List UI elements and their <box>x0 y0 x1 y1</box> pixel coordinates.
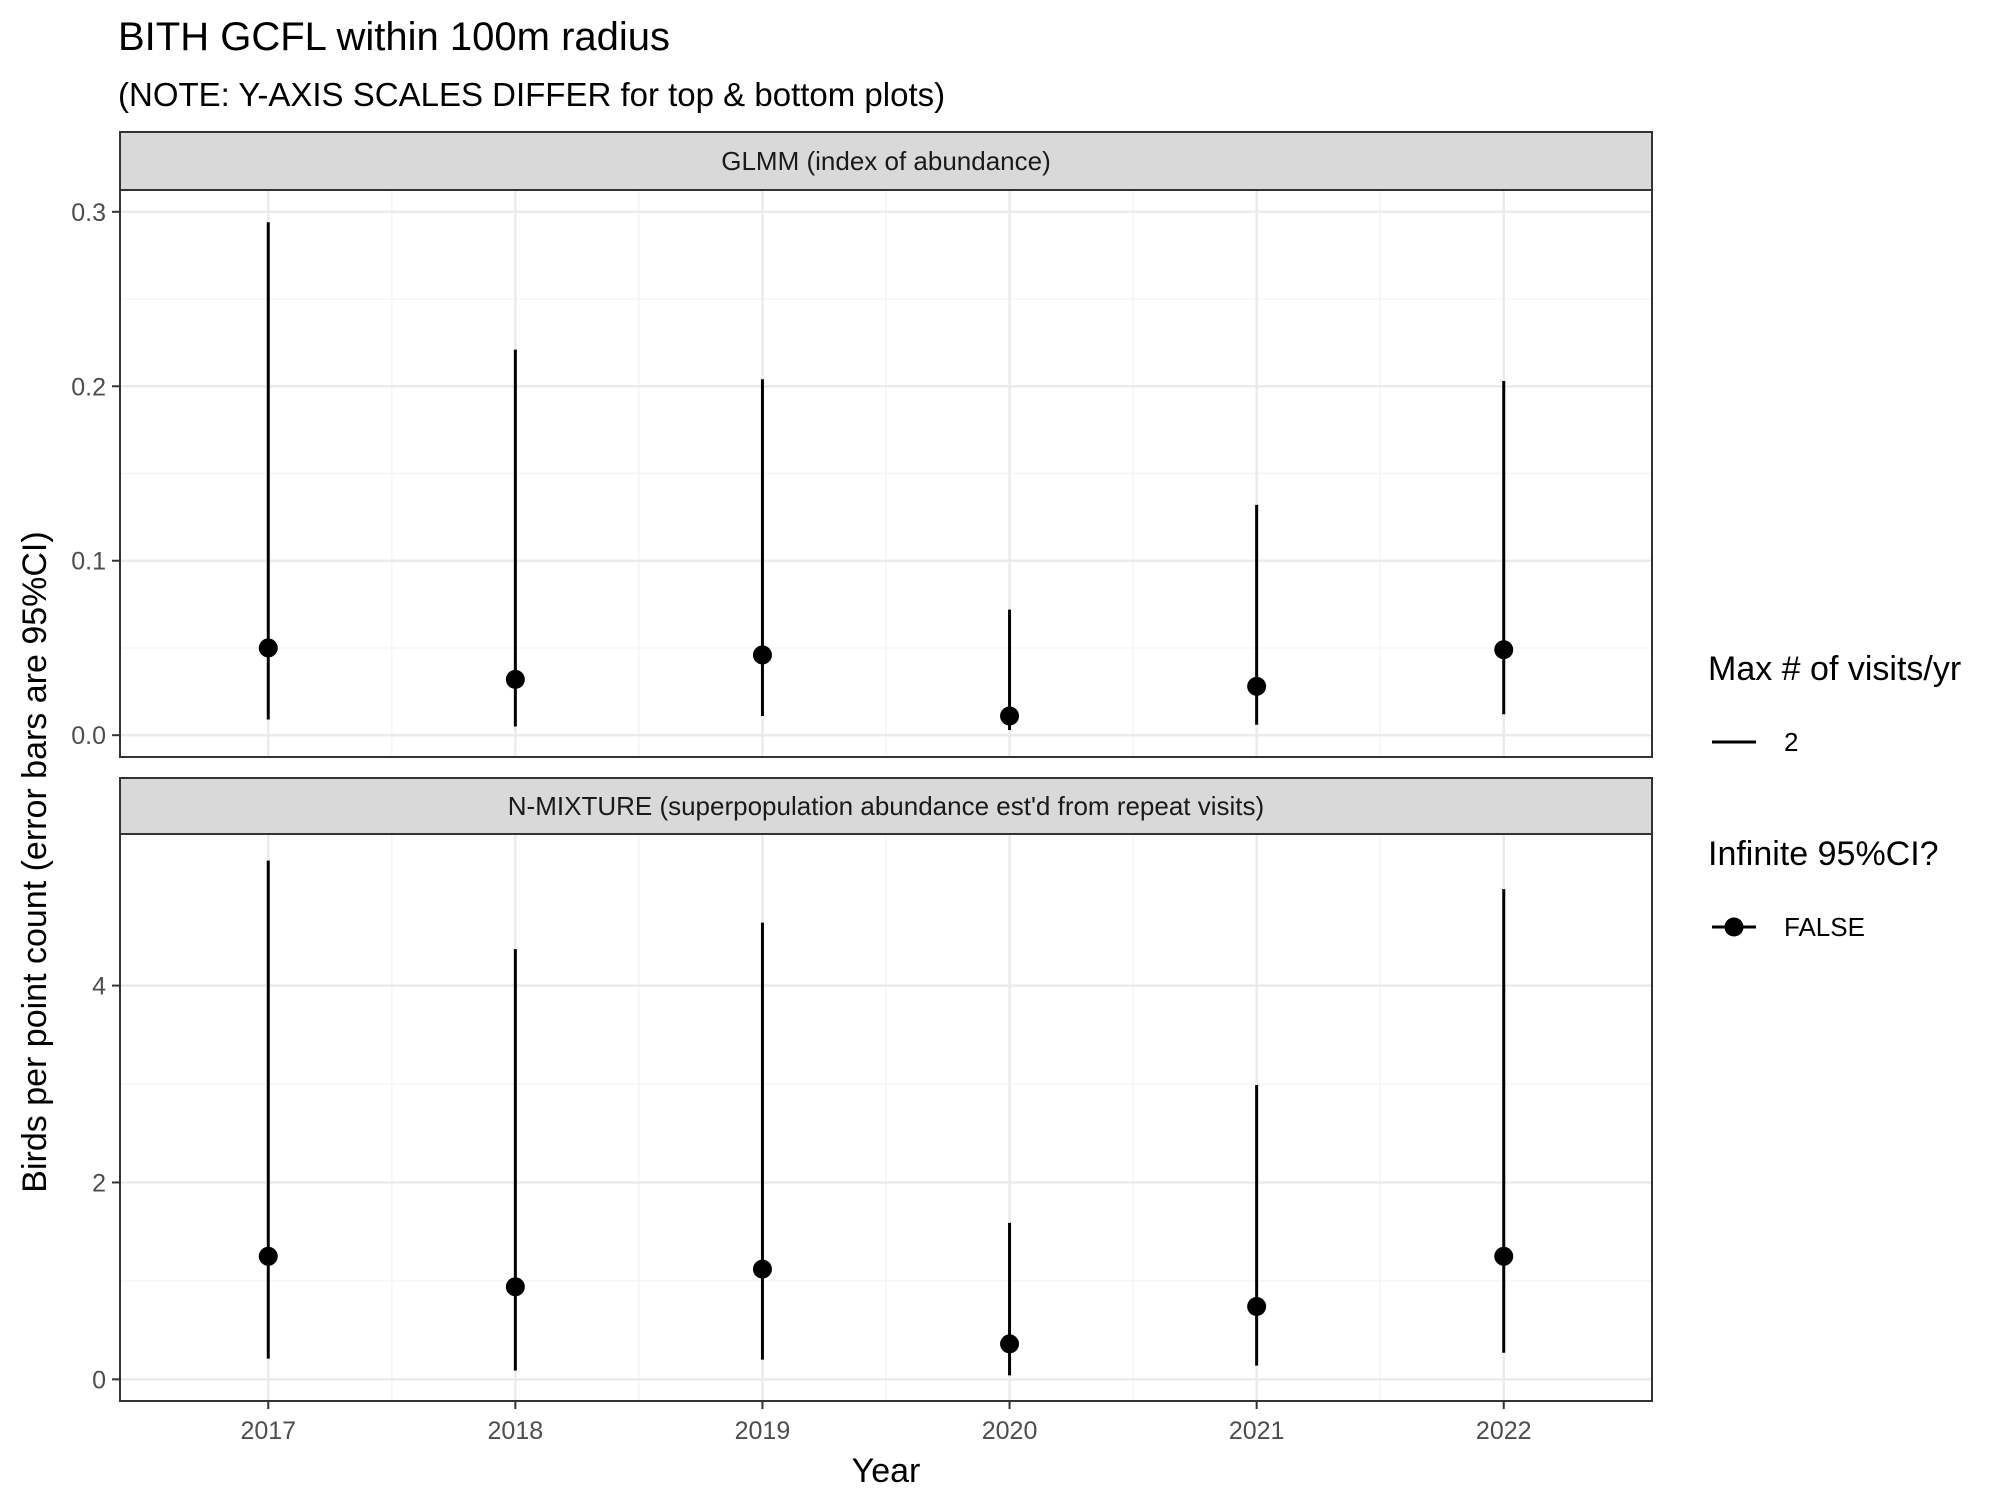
x-tick-label: 2018 <box>488 1417 544 1445</box>
data-point <box>1247 1297 1267 1316</box>
x-tick-label: 2022 <box>1476 1417 1532 1445</box>
legend-title: Infinite 95%CI? <box>1708 835 1939 873</box>
data-point <box>258 1246 278 1266</box>
facet-strip <box>119 777 1653 835</box>
x-axis: 2017 2018 2019 2020 2021 2022 <box>240 1401 1532 1445</box>
facet-1: 0 2 4 N-MIXTURE (superpopulation abundance … <box>92 777 1653 1402</box>
data-point <box>1000 1334 1020 1354</box>
x-tick-label: 2020 <box>982 1417 1038 1445</box>
data-point <box>1000 706 1020 726</box>
legend-title: Max # of visits/yr <box>1708 650 1961 688</box>
data-point <box>505 669 525 689</box>
data-point <box>1247 676 1267 696</box>
facets-layer: 0.0 0.1 0.2 0.3 GLMM (index of abundance) 0 2 4… <box>71 131 1653 1402</box>
facet-0: 0.0 0.1 0.2 0.3 GLMM (index of abundance) <box>71 131 1653 758</box>
facet-strip-label: GLMM (index of abundance) <box>721 146 1051 176</box>
chart-title: BITH GCFL within 100m radius <box>118 15 670 59</box>
data-point <box>1494 640 1514 660</box>
facet-strip <box>119 131 1653 191</box>
data-point <box>752 1259 772 1279</box>
y-tick-label: 4 <box>92 973 106 1001</box>
x-tick-label: 2019 <box>735 1417 791 1445</box>
y-tick-label: 0.2 <box>71 373 106 401</box>
data-point <box>258 638 278 658</box>
legend-entry-label: FALSE <box>1784 912 1865 942</box>
legend-key-point <box>1724 917 1744 937</box>
facet-strip-label: N-MIXTURE (superpopulation abundance est… <box>508 791 1264 821</box>
data-point <box>752 645 772 665</box>
y-tick-label: 0.3 <box>71 199 106 227</box>
y-tick-label: 0.0 <box>71 722 106 750</box>
y-axis-label: Birds per point count (error bars are 95… <box>16 531 54 1192</box>
y-tick-label: 0.1 <box>71 548 106 576</box>
legend-group-0: Max # of visits/yr 2 <box>1708 650 1961 757</box>
legend-entry-label: 2 <box>1784 727 1798 757</box>
data-point <box>1494 1246 1514 1266</box>
legend-group-1: Infinite 95%CI? FALSE <box>1708 835 1939 942</box>
data-point <box>505 1277 525 1297</box>
legend: Max # of visits/yr 2 Infinite 95%CI? FALSE <box>1708 650 1961 942</box>
chart-subtitle: (NOTE: Y-AXIS SCALES DIFFER for top & bo… <box>118 76 945 113</box>
x-tick-label: 2017 <box>240 1417 296 1445</box>
y-tick-label: 2 <box>92 1169 106 1197</box>
x-tick-label: 2021 <box>1229 1417 1285 1445</box>
y-tick-label: 0 <box>92 1366 106 1394</box>
x-axis-label: Year <box>852 1452 921 1490</box>
